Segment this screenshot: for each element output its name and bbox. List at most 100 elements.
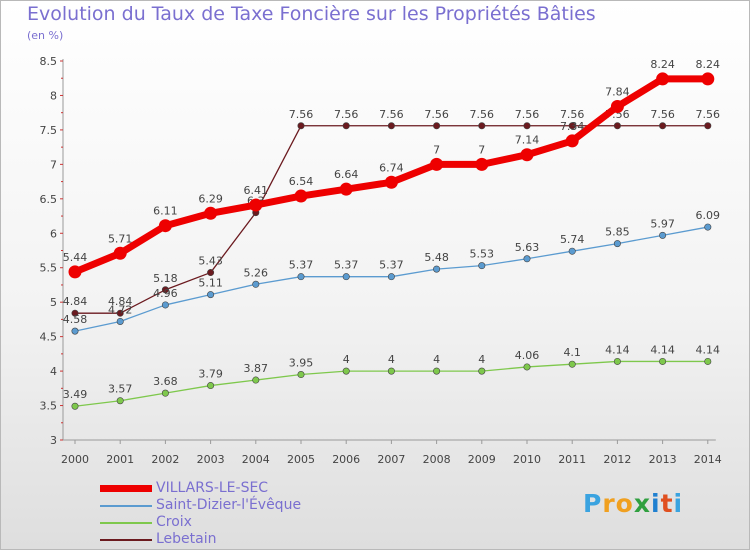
x-tick-label: 2011 — [558, 453, 586, 466]
data-point-saint-dizier-l-v-que — [116, 317, 124, 325]
y-tick-label: 4.5 — [40, 331, 58, 344]
data-point-croix — [523, 363, 531, 371]
x-tick-label: 2000 — [61, 453, 89, 466]
data-point-saint-dizier-l-v-que — [207, 291, 215, 299]
data-point-croix — [342, 367, 350, 375]
legend-swatch-lebetain — [100, 539, 152, 541]
data-label-lebetain: 7.56 — [334, 108, 359, 121]
data-label-croix: 3.95 — [289, 357, 314, 370]
data-point-croix — [252, 376, 260, 384]
logo-letter: o — [615, 489, 634, 518]
data-label-saint-dizier-l-v-que: 5.53 — [470, 248, 495, 261]
data-label-saint-dizier-l-v-que: 4.72 — [108, 303, 133, 316]
data-label-lebetain: 4.84 — [63, 295, 88, 308]
logo-letter: P — [583, 489, 603, 518]
data-point-lebetain — [523, 122, 531, 130]
data-label-saint-dizier-l-v-que: 6.09 — [696, 209, 721, 222]
data-label-villars-le-sec: 6.74 — [379, 161, 404, 174]
data-label-saint-dizier-l-v-que: 5.11 — [198, 277, 223, 290]
y-tick-label: 5 — [50, 296, 57, 309]
data-label-saint-dizier-l-v-que: 5.48 — [424, 251, 449, 264]
x-tick-label: 2002 — [151, 453, 179, 466]
data-point-croix — [704, 357, 712, 365]
y-tick-label: 6 — [50, 227, 57, 240]
data-point-lebetain — [297, 122, 305, 130]
logo-letter: i — [651, 489, 661, 518]
data-point-villars-le-sec — [565, 134, 579, 148]
data-point-saint-dizier-l-v-que — [433, 265, 441, 273]
data-label-saint-dizier-l-v-que: 4.58 — [63, 313, 88, 326]
x-tick-label: 2012 — [603, 453, 631, 466]
x-tick-label: 2013 — [649, 453, 677, 466]
data-label-saint-dizier-l-v-que: 4.96 — [153, 287, 178, 300]
data-label-lebetain: 7.56 — [696, 108, 721, 121]
x-tick-label: 2003 — [197, 453, 225, 466]
data-label-villars-le-sec: 7 — [433, 143, 440, 156]
data-label-croix: 3.79 — [198, 368, 223, 381]
y-tick-label: 3.5 — [40, 400, 58, 413]
data-point-saint-dizier-l-v-que — [297, 273, 305, 281]
data-point-lebetain — [433, 122, 441, 130]
data-point-villars-le-sec — [339, 182, 353, 196]
data-label-lebetain: 7.56 — [424, 108, 449, 121]
data-point-croix — [433, 367, 441, 375]
data-label-saint-dizier-l-v-que: 5.97 — [650, 217, 675, 230]
x-tick-label: 2001 — [106, 453, 134, 466]
data-point-villars-le-sec — [430, 157, 444, 171]
data-point-saint-dizier-l-v-que — [71, 327, 79, 335]
data-label-saint-dizier-l-v-que: 5.26 — [244, 266, 269, 279]
data-point-villars-le-sec — [113, 246, 127, 260]
data-label-lebetain: 7.56 — [515, 108, 540, 121]
data-label-croix: 4.1 — [563, 346, 581, 359]
data-label-saint-dizier-l-v-que: 5.37 — [289, 259, 314, 272]
data-label-croix: 3.68 — [153, 375, 178, 388]
data-point-saint-dizier-l-v-que — [523, 255, 531, 263]
data-label-croix: 3.49 — [63, 388, 88, 401]
data-label-lebetain: 7.56 — [470, 108, 495, 121]
x-tick-label: 2004 — [242, 453, 270, 466]
data-label-croix: 4.14 — [650, 343, 675, 356]
y-tick-label: 8 — [50, 89, 57, 102]
data-point-croix — [387, 367, 395, 375]
legend-label-villars: VILLARS-LE-SEC — [156, 480, 269, 496]
x-tick-label: 2005 — [287, 453, 315, 466]
y-tick-label: 7 — [50, 158, 57, 171]
data-label-villars-le-sec: 5.71 — [108, 232, 133, 245]
data-label-saint-dizier-l-v-que: 5.37 — [379, 259, 404, 272]
data-label-croix: 4.06 — [515, 349, 540, 362]
data-point-lebetain — [659, 122, 667, 130]
data-label-villars-le-sec: 7.34 — [560, 120, 585, 133]
y-tick-label: 6.5 — [40, 193, 58, 206]
legend-label-croix: Croix — [156, 514, 192, 530]
data-point-lebetain — [568, 122, 576, 130]
data-label-croix: 4 — [478, 353, 485, 366]
data-label-croix: 4 — [433, 353, 440, 366]
chart-title: Evolution du Taux de Taxe Foncière sur l… — [27, 3, 596, 25]
data-point-villars-le-sec — [475, 157, 489, 171]
data-label-villars-le-sec: 7.14 — [515, 134, 540, 147]
data-point-villars-le-sec — [294, 189, 308, 203]
legend-swatch-villars — [100, 485, 152, 492]
data-point-croix — [116, 397, 124, 405]
data-label-saint-dizier-l-v-que: 5.37 — [334, 259, 359, 272]
data-label-villars-le-sec: 6.41 — [244, 184, 269, 197]
data-point-villars-le-sec — [204, 206, 218, 220]
data-label-villars-le-sec: 8.24 — [650, 58, 675, 71]
x-tick-label: 2006 — [332, 453, 360, 466]
data-point-villars-le-sec — [158, 219, 172, 233]
legend-swatch-croix — [100, 522, 152, 524]
data-label-villars-le-sec: 6.54 — [289, 175, 314, 188]
data-point-croix — [161, 389, 169, 397]
series-line-lebetain — [75, 125, 708, 314]
data-label-lebetain: 7.56 — [650, 108, 675, 121]
data-label-lebetain: 7.56 — [560, 108, 585, 121]
logo-letter: i — [673, 489, 684, 518]
data-label-croix: 3.57 — [108, 383, 133, 396]
data-label-villars-le-sec: 5.44 — [63, 251, 88, 264]
data-label-villars-le-sec: 6.29 — [198, 192, 223, 205]
data-point-croix — [297, 371, 305, 379]
data-label-villars-le-sec: 6.64 — [334, 168, 359, 181]
data-point-lebetain — [71, 309, 79, 317]
y-tick-label: 8.5 — [40, 55, 58, 68]
